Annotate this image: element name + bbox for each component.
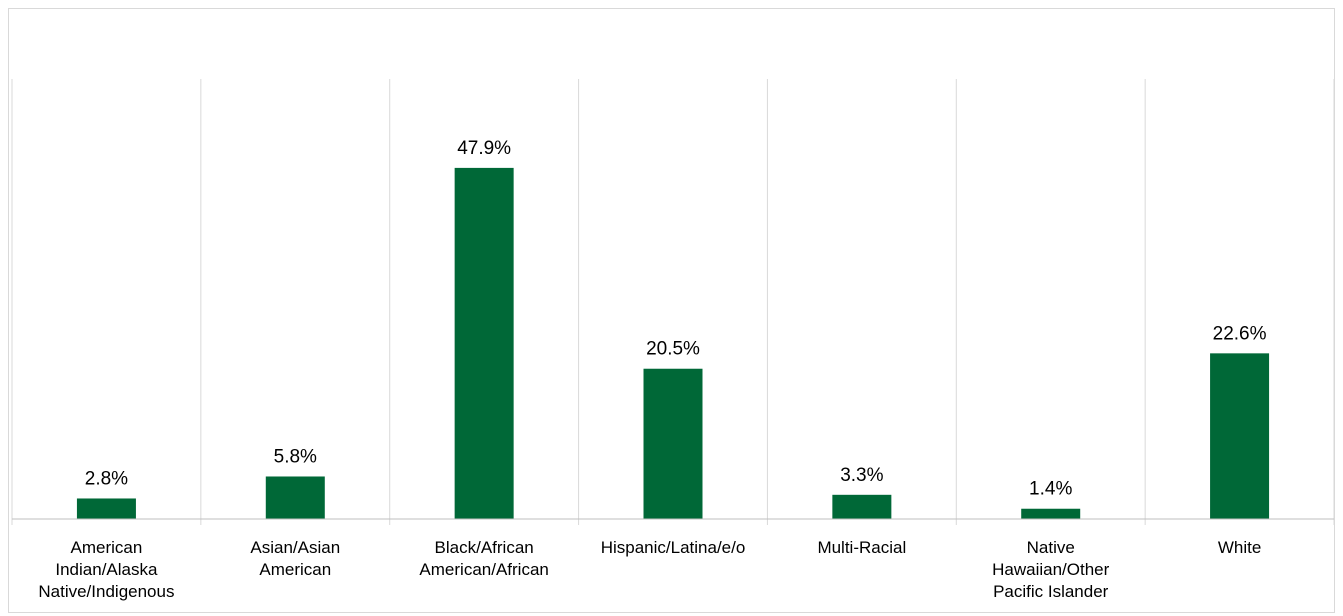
data-label: 1.4% — [1029, 479, 1072, 500]
grid-lines — [11, 79, 1335, 525]
category-label: White — [1217, 538, 1262, 557]
category-label: American Indian/Alaska Native/Indigenous — [38, 538, 175, 601]
category-label: Asian/Asian American — [250, 538, 341, 579]
data-label: 2.8% — [85, 468, 128, 489]
bar — [454, 167, 514, 519]
data-label: 22.6% — [1213, 323, 1267, 344]
bar — [265, 476, 325, 519]
data-label: 47.9% — [457, 138, 511, 159]
data-label: 20.5% — [646, 339, 700, 360]
data-label: 3.3% — [840, 465, 883, 486]
bar — [1021, 508, 1081, 519]
data-labels: 2.8% 5.8% 47.9% 20.5% 3.3% 1.4% 22.6% — [85, 138, 1267, 500]
category-label: Native Hawaiian/Other Pacific Islander — [992, 538, 1110, 601]
category-label: Multi-Racial — [817, 538, 907, 557]
bar-chart: 2.8% 5.8% 47.9% 20.5% 3.3% 1.4% 22.6% — [11, 79, 1335, 525]
category-label: Hispanic/Latina/e/o — [600, 538, 746, 557]
chart-frame: 2.8% 5.8% 47.9% 20.5% 3.3% 1.4% 22.6% American… — [8, 8, 1335, 613]
bars — [76, 167, 1270, 519]
bar — [643, 368, 703, 519]
category-label: Black/African American/African — [419, 538, 549, 579]
bar — [1210, 353, 1270, 519]
data-label: 5.8% — [274, 446, 317, 467]
bar — [832, 494, 892, 519]
bar — [76, 498, 136, 519]
